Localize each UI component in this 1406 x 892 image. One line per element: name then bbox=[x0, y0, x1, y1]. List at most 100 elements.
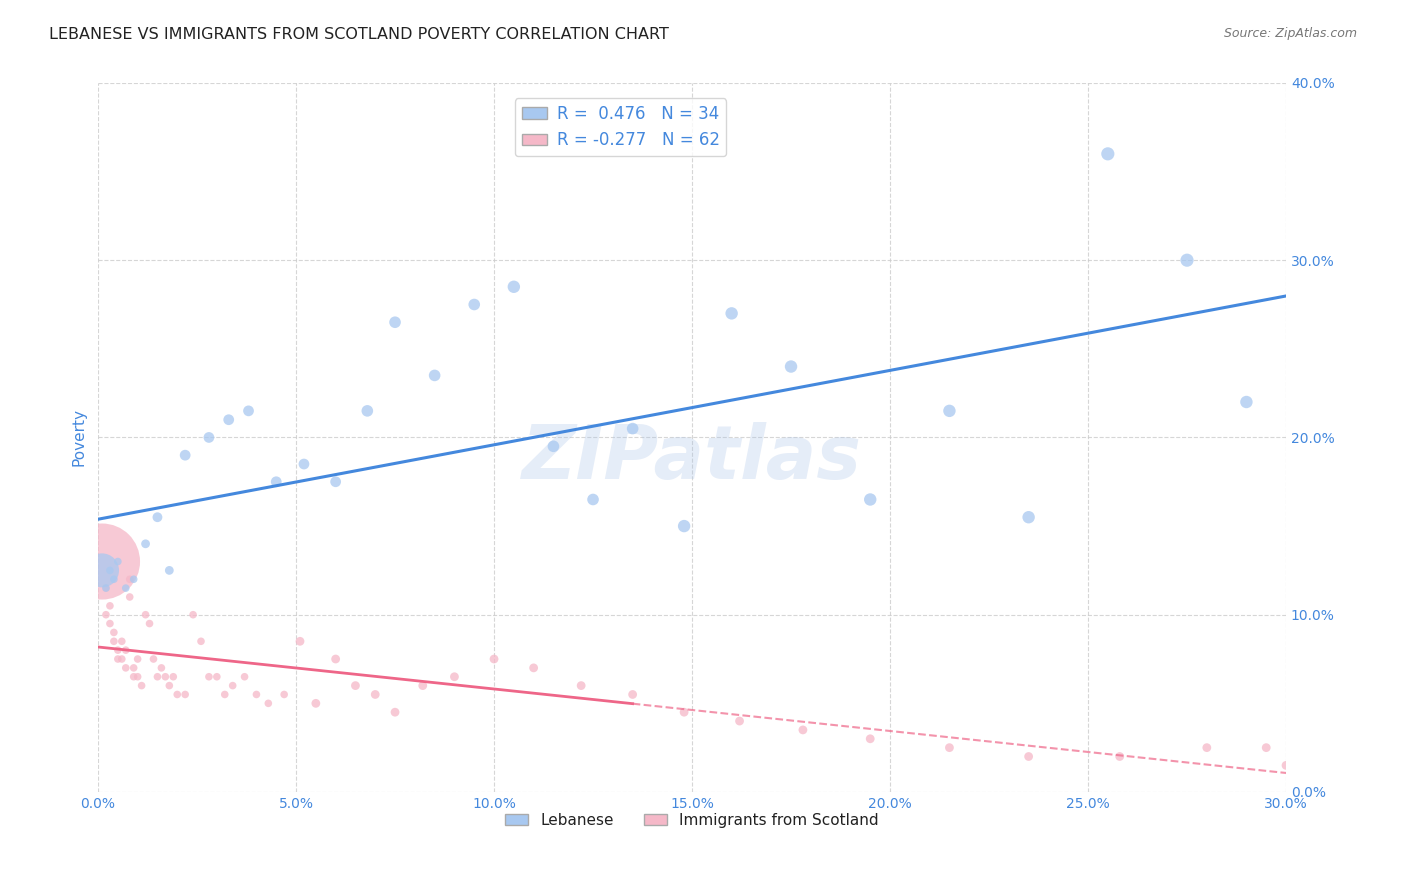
Point bbox=[569, 679, 592, 693]
Point bbox=[114, 643, 136, 657]
Point bbox=[938, 740, 960, 755]
Point bbox=[218, 413, 240, 427]
Point bbox=[780, 359, 803, 374]
Legend: Lebanese, Immigrants from Scotland: Lebanese, Immigrants from Scotland bbox=[499, 806, 886, 834]
Point bbox=[305, 696, 328, 710]
Point bbox=[273, 688, 295, 702]
Point bbox=[214, 688, 236, 702]
Point bbox=[356, 404, 378, 418]
Point bbox=[103, 572, 125, 586]
Point bbox=[111, 634, 134, 648]
Point bbox=[1256, 740, 1278, 755]
Point bbox=[463, 297, 485, 311]
Point bbox=[146, 670, 169, 684]
Point bbox=[221, 679, 243, 693]
Point bbox=[205, 670, 228, 684]
Point bbox=[257, 696, 280, 710]
Point bbox=[502, 280, 524, 294]
Point bbox=[157, 563, 180, 577]
Point bbox=[162, 670, 184, 684]
Point bbox=[118, 590, 141, 604]
Point bbox=[582, 492, 605, 507]
Point bbox=[122, 661, 145, 675]
Point bbox=[673, 705, 696, 719]
Point bbox=[114, 581, 136, 595]
Point bbox=[98, 563, 121, 577]
Point bbox=[1097, 146, 1119, 161]
Point bbox=[1018, 749, 1040, 764]
Point bbox=[103, 634, 125, 648]
Point bbox=[94, 581, 117, 595]
Point bbox=[720, 306, 742, 320]
Point bbox=[98, 616, 121, 631]
Point bbox=[157, 679, 180, 693]
Point bbox=[198, 670, 221, 684]
Point bbox=[1195, 740, 1218, 755]
Point bbox=[174, 688, 197, 702]
Point bbox=[118, 572, 141, 586]
Point bbox=[1018, 510, 1040, 524]
Point bbox=[142, 652, 165, 666]
Text: ZIPatlas: ZIPatlas bbox=[522, 422, 862, 495]
Point bbox=[107, 643, 129, 657]
Point bbox=[673, 519, 696, 533]
Point bbox=[94, 581, 117, 595]
Point bbox=[728, 714, 751, 728]
Point bbox=[91, 563, 114, 577]
Y-axis label: Poverty: Poverty bbox=[72, 409, 86, 467]
Point bbox=[131, 679, 153, 693]
Point bbox=[423, 368, 446, 383]
Point bbox=[264, 475, 287, 489]
Point bbox=[166, 688, 188, 702]
Point bbox=[233, 670, 256, 684]
Point bbox=[245, 688, 267, 702]
Point bbox=[543, 439, 565, 453]
Point bbox=[107, 555, 129, 569]
Point bbox=[938, 404, 960, 418]
Point bbox=[127, 670, 149, 684]
Point bbox=[181, 607, 204, 622]
Point bbox=[107, 652, 129, 666]
Point bbox=[238, 404, 260, 418]
Point bbox=[155, 670, 177, 684]
Point bbox=[1175, 253, 1198, 268]
Point bbox=[111, 652, 134, 666]
Point bbox=[792, 723, 814, 737]
Point bbox=[859, 731, 882, 746]
Point bbox=[122, 572, 145, 586]
Point bbox=[621, 688, 644, 702]
Point bbox=[443, 670, 465, 684]
Point bbox=[344, 679, 367, 693]
Point bbox=[122, 670, 145, 684]
Point bbox=[135, 537, 157, 551]
Point bbox=[325, 652, 347, 666]
Point bbox=[859, 492, 882, 507]
Point bbox=[482, 652, 505, 666]
Point bbox=[1108, 749, 1130, 764]
Point bbox=[292, 457, 315, 471]
Point bbox=[384, 315, 406, 329]
Point bbox=[621, 421, 644, 435]
Point bbox=[174, 448, 197, 462]
Point bbox=[103, 625, 125, 640]
Text: LEBANESE VS IMMIGRANTS FROM SCOTLAND POVERTY CORRELATION CHART: LEBANESE VS IMMIGRANTS FROM SCOTLAND POV… bbox=[49, 27, 669, 42]
Point bbox=[198, 430, 221, 444]
Point bbox=[98, 599, 121, 613]
Point bbox=[412, 679, 434, 693]
Point bbox=[138, 616, 160, 631]
Point bbox=[1236, 395, 1258, 409]
Point bbox=[1275, 758, 1298, 772]
Point bbox=[523, 661, 546, 675]
Point bbox=[150, 661, 173, 675]
Point bbox=[91, 555, 114, 569]
Point bbox=[325, 475, 347, 489]
Point bbox=[127, 652, 149, 666]
Point bbox=[364, 688, 387, 702]
Point bbox=[146, 510, 169, 524]
Point bbox=[135, 607, 157, 622]
Point bbox=[288, 634, 311, 648]
Text: Source: ZipAtlas.com: Source: ZipAtlas.com bbox=[1223, 27, 1357, 40]
Point bbox=[384, 705, 406, 719]
Point bbox=[114, 661, 136, 675]
Point bbox=[190, 634, 212, 648]
